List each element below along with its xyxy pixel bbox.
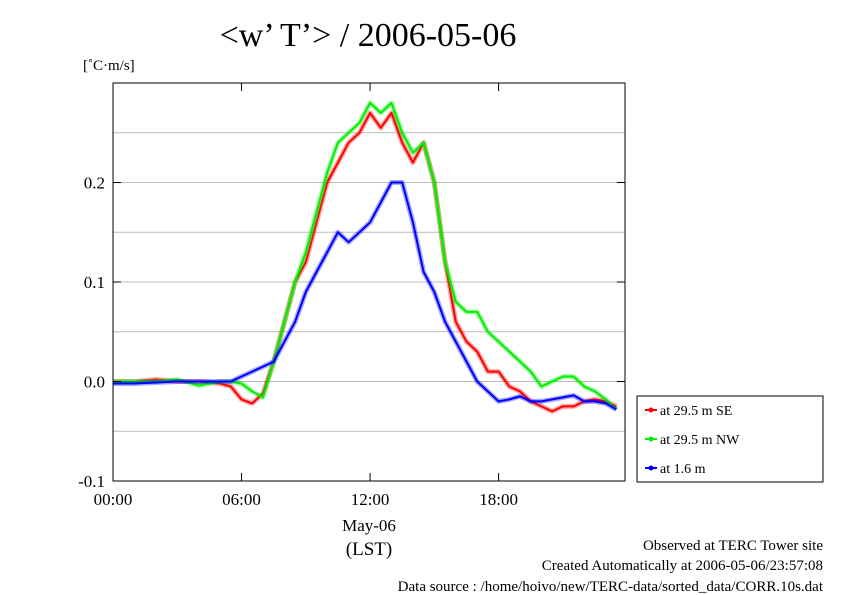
legend-marker — [648, 407, 654, 413]
axis-ticks: -0.1 0.0 0.1 0.2 00:00 06:00 12:00 18:00 — [78, 83, 625, 509]
x-tick-label: 18:00 — [479, 490, 518, 509]
footer-source: Data source : /home/hoivo/new/TERC-data/… — [398, 579, 824, 595]
x-date-label: May-06 — [342, 516, 396, 535]
y-tick-label: 0.2 — [84, 174, 105, 193]
legend-marker — [648, 465, 654, 471]
footer-observed: Observed at TERC Tower site — [643, 538, 823, 554]
x-tick-label: 06:00 — [222, 490, 261, 509]
y-tick-label: 0.0 — [84, 373, 105, 392]
x-axis-label: (LST) — [346, 539, 392, 560]
x-tick-label: 00:00 — [94, 490, 133, 509]
chart-title: <w’ T’> / 2006-05-06 — [220, 17, 517, 54]
legend-label: at 29.5 m NW — [660, 433, 740, 448]
legend-label: at 29.5 m SE — [660, 404, 732, 419]
y-tick-label: -0.1 — [78, 472, 105, 491]
series-band-1 — [113, 110, 618, 414]
legend: at 29.5 m SE at 29.5 m NW at 1.6 m — [636, 395, 824, 483]
series-band-3 — [113, 180, 618, 412]
x-tick-label: 12:00 — [351, 490, 390, 509]
series-band-2 — [113, 100, 619, 412]
series-lines — [113, 100, 619, 414]
series-line-3 — [113, 181, 617, 411]
series-line-2 — [113, 101, 618, 411]
legend-label: at 1.6 m — [660, 462, 706, 477]
y-tick-label: 0.1 — [84, 273, 105, 292]
legend-marker — [648, 436, 654, 442]
footer-created: Created Automatically at 2006-05-06/23:5… — [542, 558, 823, 574]
grid — [113, 132, 625, 432]
y-axis-unit: [˚C·m/s] — [83, 58, 135, 74]
series-line-1 — [113, 111, 617, 413]
legend-box — [636, 395, 824, 483]
